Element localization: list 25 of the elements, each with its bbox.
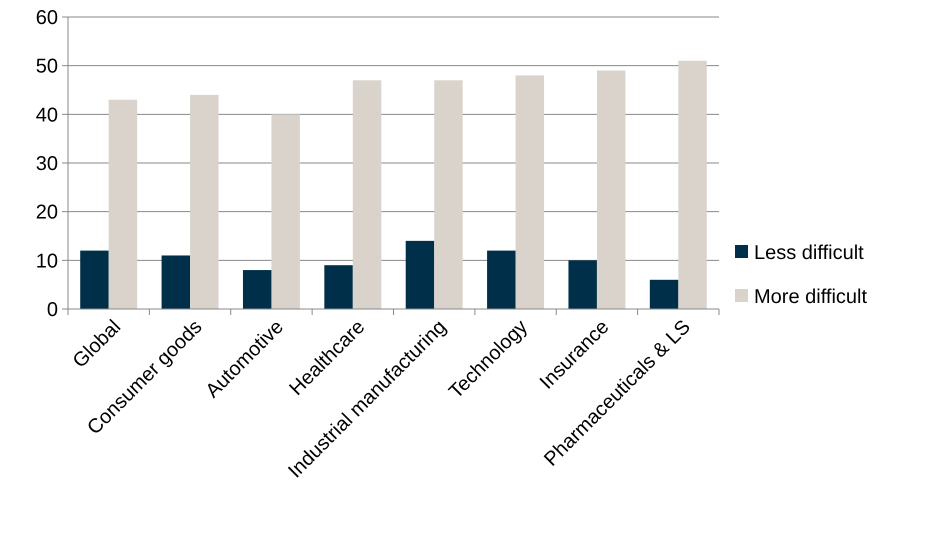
- bar: [242, 270, 272, 309]
- y-tick-label: 10: [36, 250, 58, 272]
- legend-label: More difficult: [754, 286, 868, 308]
- y-tick-label: 50: [36, 56, 58, 78]
- y-tick-label: 60: [36, 7, 58, 29]
- bar: [406, 240, 434, 309]
- bar: [324, 265, 353, 309]
- y-tick-label: 20: [36, 202, 58, 224]
- bar: [271, 114, 300, 309]
- bar: [568, 260, 597, 309]
- bar: [108, 100, 138, 309]
- y-tick-label: 30: [36, 153, 58, 175]
- y-tick-label: 40: [36, 104, 58, 126]
- bar: [80, 250, 109, 309]
- bar: [162, 255, 190, 309]
- bar: [190, 94, 219, 309]
- y-tick-label: 0: [46, 299, 58, 321]
- bar: [352, 80, 382, 309]
- bar: [434, 80, 463, 309]
- bar: [596, 70, 626, 309]
- bar: [650, 280, 678, 309]
- bar: [516, 75, 544, 309]
- legend-label: Less difficult: [754, 242, 864, 264]
- bar: [678, 60, 707, 309]
- bar: [487, 250, 516, 309]
